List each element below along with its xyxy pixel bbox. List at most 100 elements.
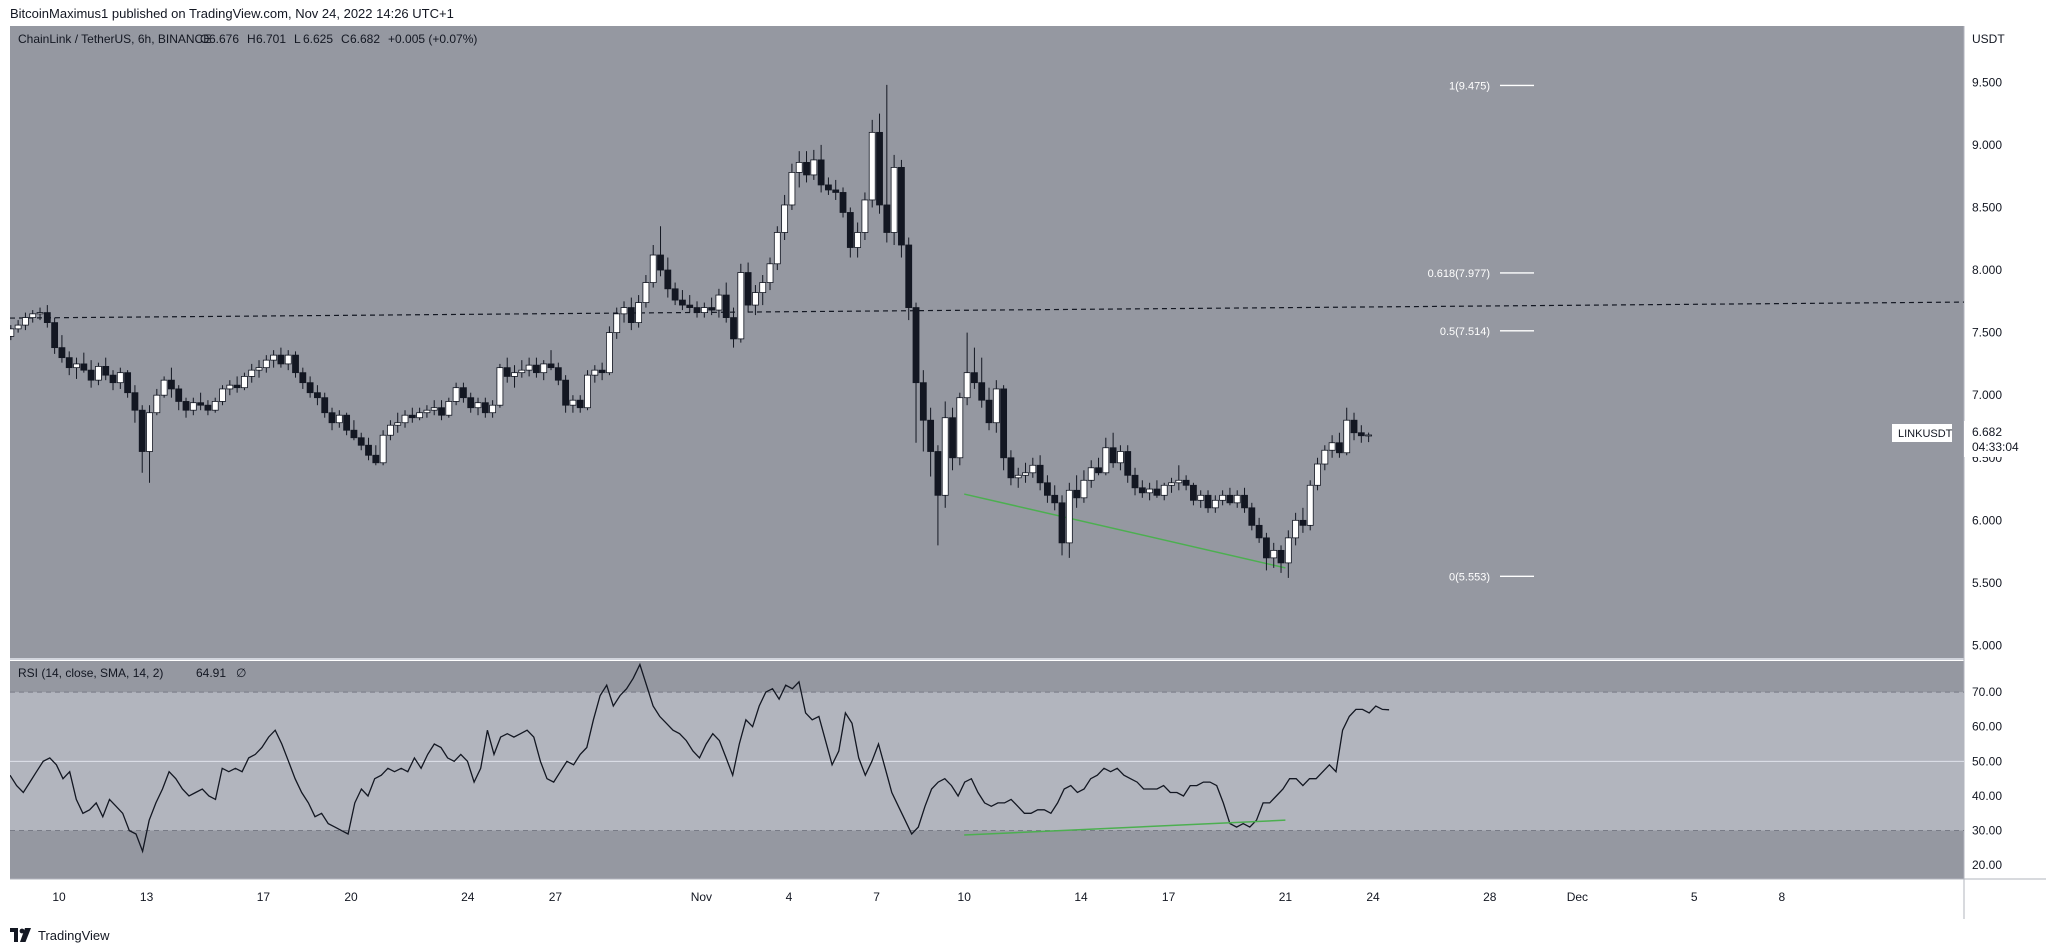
rsi-tick-label: 30.00 bbox=[1972, 824, 2002, 838]
candle-body bbox=[1087, 467, 1095, 481]
candle bbox=[1336, 432, 1343, 458]
candle-body bbox=[1065, 489, 1073, 544]
candle bbox=[314, 385, 321, 406]
candle bbox=[1080, 470, 1088, 503]
candle bbox=[540, 360, 548, 381]
candle bbox=[781, 194, 789, 241]
candle bbox=[934, 445, 942, 546]
candle-body bbox=[927, 419, 935, 452]
candle bbox=[1314, 457, 1321, 491]
candle bbox=[1233, 490, 1241, 508]
candle bbox=[1146, 482, 1154, 501]
candle-body bbox=[598, 369, 606, 374]
candle-body bbox=[576, 399, 584, 409]
candle-body bbox=[1226, 494, 1234, 504]
candle bbox=[752, 285, 759, 316]
ohlc-label: H bbox=[247, 32, 256, 46]
candle bbox=[299, 367, 307, 389]
candle bbox=[335, 410, 343, 428]
candle-body bbox=[985, 399, 993, 424]
candle bbox=[51, 317, 59, 354]
candle-body bbox=[737, 272, 745, 340]
candle-body bbox=[540, 363, 548, 374]
candle bbox=[423, 405, 431, 418]
candle bbox=[613, 307, 621, 339]
candle-body bbox=[189, 402, 197, 411]
candle-body bbox=[277, 354, 285, 365]
candle bbox=[1328, 435, 1336, 458]
candle bbox=[1197, 490, 1205, 508]
candle-body bbox=[562, 379, 570, 406]
rsi-tick-label: 40.00 bbox=[1972, 789, 2002, 803]
candle-body bbox=[109, 374, 117, 384]
candle-body bbox=[299, 372, 307, 384]
candle bbox=[1051, 485, 1059, 511]
candle bbox=[1109, 432, 1117, 468]
candle bbox=[1277, 545, 1285, 573]
candles[interactable] bbox=[0, 84, 1373, 578]
candle bbox=[773, 226, 781, 271]
candle bbox=[730, 307, 737, 348]
candle bbox=[350, 420, 358, 441]
candle-body bbox=[781, 204, 789, 233]
candle bbox=[248, 363, 256, 383]
price-tick-label: 6.000 bbox=[1972, 513, 2002, 527]
price-tick-label: 9.500 bbox=[1972, 75, 2002, 89]
countdown: 04:33:04 bbox=[1972, 440, 2019, 454]
candle bbox=[1065, 482, 1073, 558]
candle bbox=[992, 380, 1000, 433]
candle bbox=[606, 326, 613, 376]
candle bbox=[1343, 407, 1351, 456]
candle-body bbox=[1336, 442, 1343, 454]
candle bbox=[795, 151, 803, 188]
candle bbox=[343, 412, 351, 436]
candle-body bbox=[832, 189, 840, 193]
candle bbox=[511, 365, 518, 388]
candle bbox=[788, 163, 796, 210]
chart-area[interactable]: 1(9.475) 0.618(7.977) 0.5(7.514) 0(5.553) 9… bbox=[0, 26, 2046, 919]
candle-body bbox=[992, 388, 1000, 424]
candle bbox=[978, 357, 986, 408]
candle bbox=[1284, 530, 1292, 578]
candle bbox=[292, 351, 299, 378]
candle bbox=[1168, 477, 1175, 493]
candle-body bbox=[810, 159, 818, 176]
time-tick-label: 24 bbox=[461, 890, 475, 904]
candle-body bbox=[912, 307, 920, 384]
candle bbox=[1124, 445, 1132, 483]
price-axis: 9.5009.0008.5008.0007.5007.0006.5006.000… bbox=[1972, 75, 2002, 652]
candle-body bbox=[328, 412, 336, 424]
candle bbox=[693, 301, 701, 318]
fib-levels: 1(9.475) 0.618(7.977) 0.5(7.514) 0(5.553) bbox=[1428, 80, 1534, 583]
chart-svg[interactable]: 1(9.475) 0.618(7.977) 0.5(7.514) 0(5.553) 9… bbox=[0, 26, 2046, 919]
rsi-readout-value: 64.91 bbox=[196, 666, 226, 680]
candle bbox=[58, 335, 66, 363]
candle-body bbox=[890, 167, 898, 233]
candle-body bbox=[620, 307, 628, 315]
candle bbox=[219, 385, 226, 406]
candle bbox=[226, 380, 234, 396]
candle-body bbox=[394, 422, 402, 426]
candle-body bbox=[671, 288, 679, 301]
time-tick-label: 27 bbox=[549, 890, 563, 904]
candle bbox=[416, 407, 424, 421]
candle bbox=[1270, 542, 1278, 568]
candle bbox=[1160, 482, 1168, 501]
candle bbox=[971, 347, 978, 389]
candle bbox=[80, 352, 88, 373]
candle bbox=[1036, 455, 1044, 491]
candle bbox=[1263, 532, 1270, 571]
candle-body bbox=[1314, 463, 1321, 486]
candle-body bbox=[51, 322, 59, 349]
candle bbox=[1058, 495, 1066, 556]
last-price-bg[interactable] bbox=[1964, 421, 2046, 457]
candle bbox=[562, 375, 570, 413]
candle bbox=[591, 365, 599, 383]
candle-body bbox=[854, 232, 862, 248]
candle bbox=[306, 376, 314, 398]
publisher-bar: BitcoinMaximus1 published on TradingView… bbox=[0, 0, 2047, 26]
horizontal-resistance-line bbox=[9, 301, 1965, 319]
candle-body bbox=[350, 429, 358, 439]
candle-body bbox=[335, 414, 343, 424]
candle bbox=[496, 363, 504, 408]
